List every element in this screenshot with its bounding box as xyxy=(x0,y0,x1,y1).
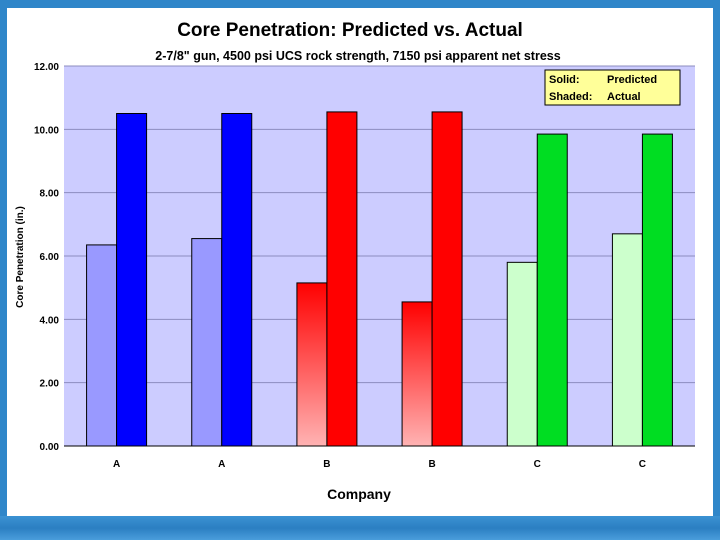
bar-actual xyxy=(401,301,433,447)
x-tick-label: B xyxy=(428,459,435,470)
bar-actual xyxy=(191,238,223,447)
bar-predicted xyxy=(431,111,463,447)
y-tick-label: 12.00 xyxy=(34,62,59,73)
bar-predicted xyxy=(221,113,253,447)
y-tick-label: 8.00 xyxy=(40,189,60,200)
bar-actual xyxy=(506,261,538,447)
x-tick-label: A xyxy=(218,459,225,470)
y-axis-label: Core Penetration (in.) xyxy=(15,206,26,308)
x-tick-label: A xyxy=(113,459,120,470)
legend-box xyxy=(544,69,681,106)
bar-actual xyxy=(296,282,328,447)
legend-label-actual: Actual xyxy=(607,91,641,103)
x-tick-label: C xyxy=(639,459,646,470)
y-tick-label: 0.00 xyxy=(40,442,60,453)
x-tick-label: C xyxy=(534,459,541,470)
y-tick-label: 10.00 xyxy=(34,125,59,136)
x-tick-label: B xyxy=(323,459,330,470)
chart-title: Core Penetration: Predicted vs. Actual xyxy=(177,20,523,41)
y-tick-label: 6.00 xyxy=(40,252,60,263)
legend-key-solid: Solid: xyxy=(549,74,580,86)
bar-predicted xyxy=(116,113,148,447)
bar-predicted xyxy=(536,133,568,447)
legend-label-predicted: Predicted xyxy=(607,74,657,86)
bar-predicted xyxy=(326,111,358,447)
bar-actual xyxy=(86,244,118,447)
x-axis-label: Company xyxy=(327,486,391,502)
slide-footer-band xyxy=(0,516,720,540)
legend: Solid: Predicted Shaded: Actual xyxy=(544,69,681,106)
chart-subtitle: 2-7/8" gun, 4500 psi UCS rock strength, … xyxy=(155,49,560,63)
y-tick-label: 4.00 xyxy=(40,315,60,326)
legend-key-shaded: Shaded: xyxy=(549,91,592,103)
bar-actual xyxy=(611,233,643,447)
bar-predicted xyxy=(641,133,673,447)
y-tick-label: 2.00 xyxy=(40,379,60,390)
